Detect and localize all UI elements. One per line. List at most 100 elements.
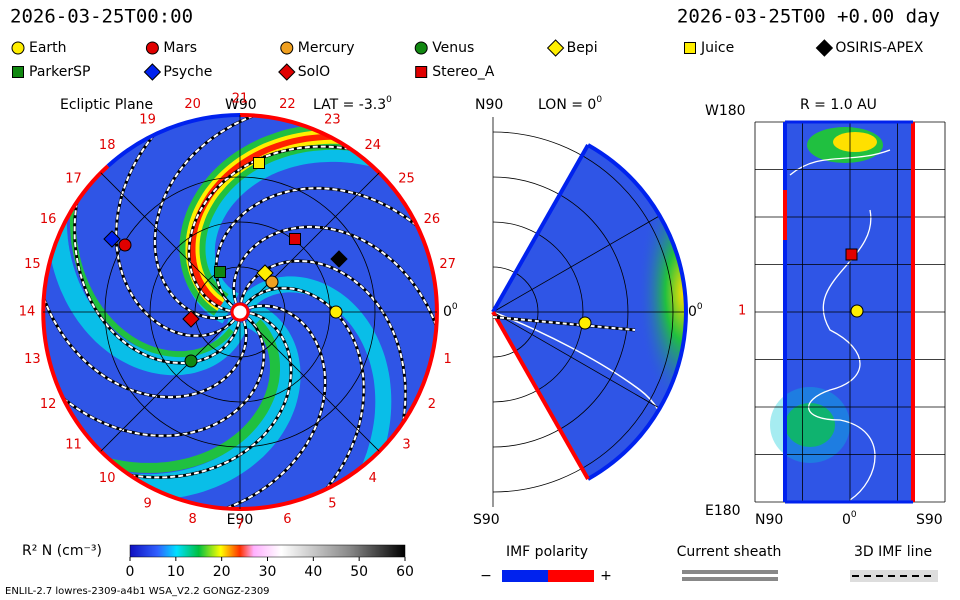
right-sup: 0 (697, 302, 703, 312)
polarity-edge (491, 144, 590, 313)
axis-top: W90 (225, 97, 257, 113)
x-right: S90 (916, 512, 943, 528)
legend-marker (815, 39, 834, 57)
axis-line (492, 311, 661, 409)
axis-line (492, 215, 661, 313)
rim-label: 22 (279, 97, 296, 112)
colorbar-tick-label: 40 (304, 564, 322, 580)
craft-marker (103, 230, 121, 248)
earth-marker (850, 304, 864, 318)
imf-line-title: 3D IMF line (854, 544, 932, 560)
contour (789, 149, 891, 501)
axis-left: 1 (738, 304, 746, 319)
density-blob (770, 387, 850, 463)
lon-text: LON = 0 (538, 97, 596, 113)
legend-label: Venus (432, 40, 474, 56)
field-line (115, 130, 235, 337)
legend-label: Psyche (163, 64, 212, 80)
earth-marker (578, 316, 592, 330)
rim-label: 4 (369, 471, 377, 486)
field-line (73, 196, 240, 364)
rim-label: 17 (65, 172, 82, 187)
imf-title: IMF polarity (506, 544, 588, 560)
craft-marker (118, 238, 132, 252)
craft-marker (184, 354, 198, 368)
panel-title: R = 1.0 AU (800, 97, 877, 113)
right-text: 0 (443, 304, 452, 320)
rim-label: 15 (24, 257, 41, 272)
imf-negative (502, 570, 548, 582)
legend-marker (278, 63, 296, 81)
meridian-panel: N90 S90 LON = 00 00 (473, 95, 703, 529)
field-line (153, 115, 260, 320)
stereo-a-marker (845, 248, 858, 261)
polarity-rim (587, 143, 688, 313)
legend-marker (143, 63, 162, 81)
craft-marker (265, 275, 279, 289)
field-line (124, 312, 292, 479)
lon: LON = 00 (538, 95, 602, 114)
field-line (245, 287, 365, 494)
craft-marker (330, 250, 348, 268)
polarity-rim (587, 311, 688, 481)
colorbar: R² N (cm⁻³) 0 10 20 30 40 50 60 (22, 543, 414, 580)
legend-marker (280, 41, 294, 55)
axis-bottom: S90 (473, 512, 500, 528)
legend-label: SolO (298, 64, 330, 80)
density-blob (560, 145, 685, 479)
time-left: 2026-03-25T00:00 (10, 6, 193, 28)
field-line (220, 304, 327, 509)
rim-label: 14 (19, 305, 36, 320)
sun (230, 302, 250, 322)
rim-label: 23 (324, 113, 341, 128)
colorbar-tick-label: 50 (350, 564, 368, 580)
legend-label: Juice (700, 40, 734, 56)
legend-label: Earth (29, 40, 67, 56)
colorbar-tick-label: 10 (167, 564, 185, 580)
sheath-title: Current sheath (677, 544, 782, 560)
right-sup: 0 (452, 302, 458, 312)
craft-marker (253, 157, 265, 169)
axis-right: 00 (688, 302, 703, 321)
craft-marker (329, 305, 343, 319)
craft-marker (214, 266, 226, 278)
legend-marker (12, 66, 24, 78)
right-text: 0 (688, 304, 697, 320)
rim-label: 2 (428, 397, 436, 412)
rim-label: 1 (444, 352, 452, 367)
density-blob (785, 403, 835, 447)
craft-marker (182, 310, 200, 328)
rim-label: 18 (99, 138, 116, 153)
colorbar-tick-label: 20 (213, 564, 231, 580)
rim-label: 5 (328, 496, 336, 511)
rim-label: 11 (65, 437, 82, 452)
key: IMF polarity − + Current sheath 3D IMF l… (480, 544, 938, 584)
x-mid-sup: 0 (851, 510, 857, 520)
colorbar-tick-label: 60 (396, 564, 414, 580)
axis-bottom: E180 (705, 503, 741, 519)
legend-label: Mercury (298, 40, 355, 56)
time-right: 2026-03-25T00 +0.00 day (677, 6, 940, 28)
rim-label: 13 (24, 352, 41, 367)
lon-sup: 0 (596, 95, 602, 105)
x-mid-text: 0 (842, 512, 851, 528)
rim-label: 10 (99, 471, 116, 486)
polarity-rim (41, 164, 241, 511)
lat-sup: 0 (386, 95, 392, 105)
rim-label: 27 (439, 257, 456, 272)
ecliptic-panel: Ecliptic Plane W90 E90 LAT = -3.30 00 12… (19, 92, 458, 533)
imf-positive (548, 570, 594, 582)
sheath-line (682, 570, 778, 574)
craft-marker (289, 233, 301, 245)
colorbar-gradient (129, 544, 406, 558)
rim-label: 25 (398, 172, 415, 187)
legend-label: Stereo_A (432, 64, 495, 80)
rim-label: 24 (365, 138, 382, 153)
rim-label: 19 (139, 113, 156, 128)
axis-top: W180 (705, 103, 746, 119)
rim-label: 3 (402, 437, 410, 452)
field-line (43, 292, 248, 399)
legend-label: OSIRIS-APEX (835, 40, 923, 56)
rim-label: 6 (283, 512, 291, 527)
